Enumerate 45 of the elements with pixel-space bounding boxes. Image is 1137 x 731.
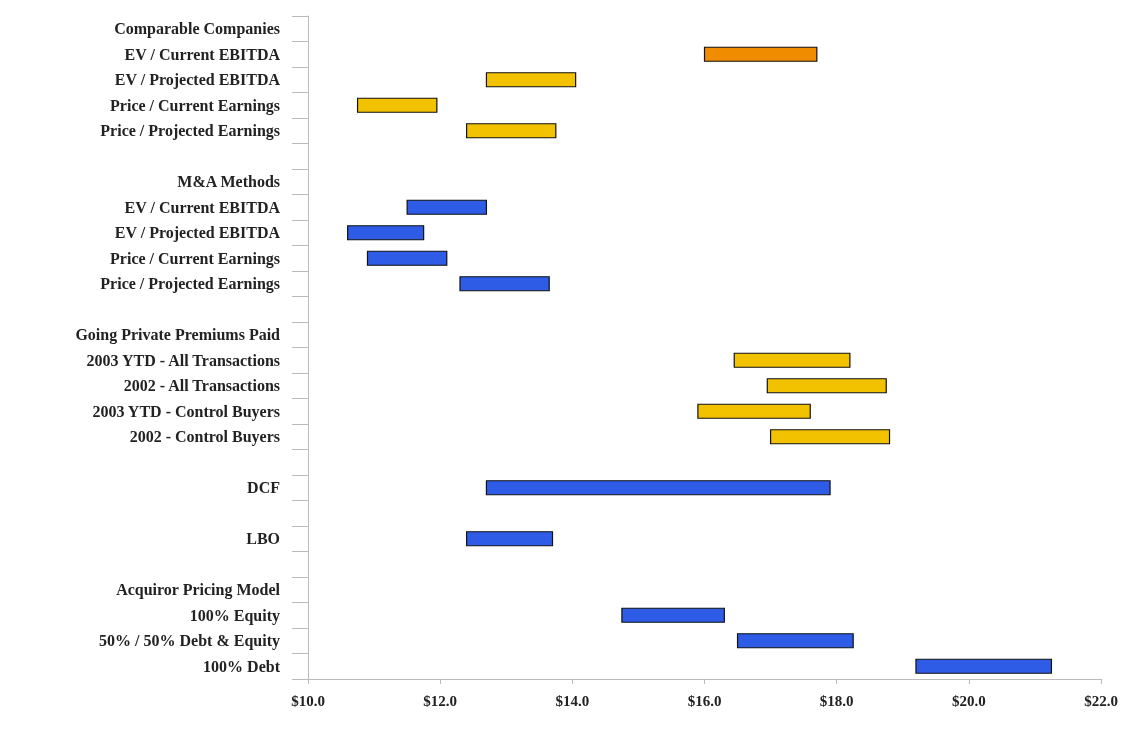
bar: [766, 378, 887, 394]
bar: [466, 123, 557, 139]
y-tick-label: EV / Current EBITDA: [124, 198, 281, 216]
y-tick-label: DCF: [247, 479, 281, 497]
bar: [733, 352, 851, 368]
y-tick-label: Going Private Premiums Paid: [75, 326, 281, 345]
bar: [366, 250, 448, 266]
x-tick-label: $10.0: [291, 692, 325, 709]
y-tick-label: EV / Current EBITDA: [124, 45, 281, 63]
x-tick-label: $20.0: [951, 692, 986, 709]
y-tick-label: 2003 YTD - All Transactions: [86, 351, 280, 369]
y-tick-label: LBO: [246, 530, 280, 548]
bar: [621, 607, 725, 623]
bar: [485, 480, 831, 496]
y-tick-label: 2003 YTD - Control Buyers: [92, 402, 280, 421]
y-tick-label: EV / Projected EBITDA: [114, 224, 281, 243]
x-tick-label: $22.0: [1084, 692, 1118, 709]
bar: [485, 72, 577, 88]
y-tick-label: Price / Current Earnings: [110, 249, 280, 268]
bar: [915, 658, 1053, 674]
y-tick-label: Price / Projected Earnings: [100, 122, 280, 141]
bar: [697, 403, 811, 419]
y-tick-label: Price / Current Earnings: [110, 96, 280, 115]
y-tick-label: 100% Equity: [189, 606, 280, 625]
y-tick-label: M&A Methods: [177, 173, 280, 191]
y-tick-label: Comparable Companies: [114, 20, 280, 39]
bar: [347, 225, 425, 241]
y-tick-label: 100% Debt: [203, 657, 281, 675]
x-tick-label: $14.0: [555, 692, 590, 709]
bar: [466, 531, 554, 547]
bar: [406, 199, 488, 215]
bar: [356, 97, 438, 113]
y-tick-label: 2002 - All Transactions: [123, 377, 280, 395]
y-tick-label: Acquiror Pricing Model: [116, 581, 281, 600]
y-tick-label: 2002 - Control Buyers: [129, 428, 280, 447]
x-tick-label: $12.0: [423, 692, 458, 709]
bar: [769, 429, 891, 445]
x-tick-label: $18.0: [819, 692, 854, 709]
y-tick-label: 50% / 50% Debt & Equity: [99, 632, 280, 651]
bar: [459, 276, 550, 292]
bar: [736, 633, 854, 649]
bar: [703, 46, 818, 62]
y-tick-label: Price / Projected Earnings: [100, 275, 280, 294]
y-tick-label: EV / Projected EBITDA: [114, 71, 281, 90]
x-tick-label: $16.0: [687, 692, 722, 709]
